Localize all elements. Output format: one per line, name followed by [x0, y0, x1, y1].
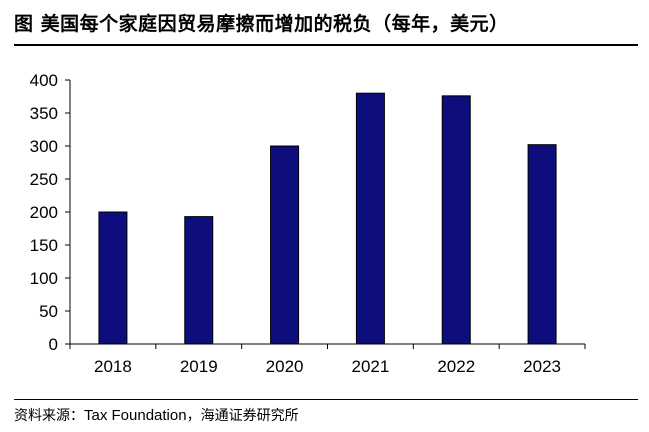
title-divider: [14, 44, 638, 46]
figure-title: 图 美国每个家庭因贸易摩擦而增加的税负（每年，美元）: [14, 13, 509, 35]
bar: [184, 216, 214, 345]
x-tick-label: 2019: [180, 357, 218, 376]
bar-chart: 0 50 100 150 200 250 300 350 400 2018 2019 2020 202…: [30, 71, 586, 376]
source-suffix: ，海通证券研究所: [186, 408, 299, 424]
source-org: Tax Foundation: [84, 407, 187, 424]
y-tick-label: 300: [30, 137, 58, 156]
bar: [270, 145, 300, 345]
bar: [355, 92, 385, 345]
x-tick-label: 2021: [352, 357, 390, 376]
y-tick-label: 0: [49, 335, 58, 354]
x-tick-label: 2020: [266, 357, 304, 376]
source-note: 资料来源：Tax Foundation，海通证券研究所: [14, 405, 299, 425]
source-divider: [14, 399, 638, 400]
y-tick-label: 150: [30, 236, 58, 255]
y-tick-label: 350: [30, 104, 58, 123]
y-axis: 0 50 100 150 200 250 300 350 400: [30, 71, 71, 354]
y-tick-label: 50: [39, 302, 58, 321]
x-tick-label: 2018: [94, 357, 132, 376]
x-tick-label: 2023: [523, 357, 561, 376]
y-tick-label: 200: [30, 203, 58, 222]
source-prefix: 资料来源：: [14, 408, 84, 424]
bar-series: [98, 92, 557, 345]
y-tick-label: 400: [30, 71, 58, 90]
x-tick-label: 2022: [437, 357, 475, 376]
bar: [527, 144, 557, 345]
y-tick-label: 100: [30, 269, 58, 288]
bar: [441, 95, 471, 345]
bar: [98, 211, 128, 345]
x-axis: 2018 2019 2020 2021 2022 2023: [69, 343, 586, 376]
y-tick-label: 250: [30, 170, 58, 189]
